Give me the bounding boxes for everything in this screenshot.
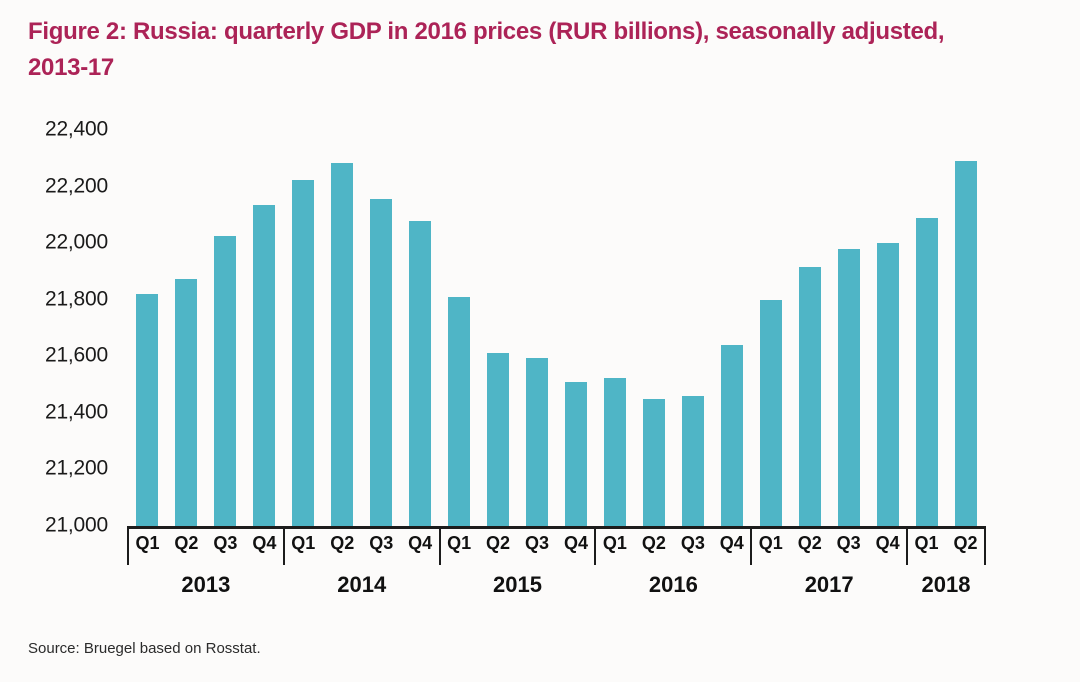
x-axis-quarter-label-2013-q2: Q2 [174, 533, 199, 553]
bar-2015-q4 [564, 381, 587, 526]
year-separator-4 [750, 526, 753, 565]
x-axis-quarter-label-2013-q3: Q3 [213, 533, 238, 553]
x-axis-quarter-label-2013-q4: Q4 [252, 533, 277, 553]
bar-2013-q4 [253, 204, 276, 526]
year-separator-right-edge [984, 526, 986, 565]
x-axis-quarter-label-2014-q1: Q1 [291, 533, 316, 553]
source-note: Source: Bruegel based on Rosstat. [28, 640, 261, 657]
x-axis-quarter-label-2016-q4: Q4 [719, 533, 744, 553]
x-axis-year-label-2017: 2017 [804, 572, 854, 597]
bar-2016-q3 [681, 395, 704, 526]
bar-2016-q2 [642, 398, 665, 526]
year-separator-5 [906, 526, 909, 565]
x-axis-quarter-label-2017-q4: Q4 [875, 533, 900, 553]
bar-2014-q1 [292, 179, 315, 526]
y-axis-label-21400: 21,400 [44, 400, 108, 424]
x-axis-year-label-2013: 2013 [181, 572, 231, 597]
x-axis-quarter-label-2014-q2: Q2 [330, 533, 355, 553]
bar-2017-q2 [798, 267, 821, 526]
x-axis-quarter-label-2015-q3: Q3 [525, 533, 550, 553]
x-axis-year-label-2014: 2014 [337, 572, 387, 597]
x-axis-quarter-label-2015-q2: Q2 [486, 533, 511, 553]
year-separator-0 [127, 526, 129, 565]
x-axis-quarter-label-2015-q4: Q4 [563, 533, 588, 553]
bar-2018-q2 [954, 161, 977, 526]
bar-2014-q4 [409, 220, 432, 526]
bar-2018-q1 [915, 217, 938, 526]
bar-2015-q2 [487, 353, 510, 526]
x-axis-line [127, 526, 986, 529]
x-axis-quarter-label-2015-q1: Q1 [447, 533, 472, 553]
x-axis-quarter-label-2017-q2: Q2 [797, 533, 822, 553]
x-axis-year-label-2015: 2015 [493, 572, 543, 597]
y-axis-label-21600: 21,600 [44, 343, 108, 367]
bar-2014-q3 [370, 199, 393, 526]
y-axis-label-22400: 22,400 [44, 117, 108, 141]
x-axis-quarter-label-2016-q2: Q2 [641, 533, 666, 553]
x-axis-quarter-label-2018-q1: Q1 [914, 533, 939, 553]
bar-2017-q4 [876, 243, 899, 526]
year-separator-3 [594, 526, 597, 565]
bar-2013-q1 [136, 294, 159, 526]
year-separator-2 [438, 526, 441, 565]
x-axis-quarter-label-2016-q1: Q1 [602, 533, 627, 553]
bar-2017-q3 [837, 248, 860, 526]
y-axis-label-21200: 21,200 [44, 456, 108, 480]
bar-2013-q3 [214, 236, 237, 526]
y-axis-label-21800: 21,800 [44, 287, 108, 311]
bar-2016-q4 [720, 344, 743, 526]
x-axis-quarter-label-2016-q3: Q3 [680, 533, 705, 553]
bar-2015-q1 [448, 296, 471, 526]
x-axis-quarter-label-2014-q3: Q3 [369, 533, 394, 553]
bar-2015-q3 [526, 357, 549, 526]
figure-title-line-2: 2013-17 [28, 54, 114, 81]
x-axis-quarter-label-2013-q1: Q1 [135, 533, 160, 553]
y-axis-label-22000: 22,000 [44, 230, 108, 254]
x-axis-year-label-2018: 2018 [921, 572, 971, 597]
year-separator-1 [282, 526, 285, 565]
figure-title-line-1: Figure 2: Russia: quarterly GDP in 2016 … [28, 18, 945, 45]
x-axis-quarter-label-2018-q2: Q2 [953, 533, 978, 553]
x-axis-quarter-label-2017-q1: Q1 [758, 533, 783, 553]
y-axis-label-22200: 22,200 [44, 174, 108, 198]
x-axis-year-label-2016: 2016 [648, 572, 698, 597]
bar-2016-q1 [603, 377, 626, 526]
bar-2017-q1 [759, 299, 782, 526]
y-axis-label-21000: 21,000 [44, 513, 108, 537]
x-axis-quarter-label-2014-q4: Q4 [408, 533, 433, 553]
bar-2014-q2 [331, 162, 354, 526]
figure-title: Figure 2: Russia: quarterly GDP in 2016 … [28, 14, 1076, 86]
bar-2013-q2 [175, 278, 198, 526]
x-axis-quarter-label-2017-q3: Q3 [836, 533, 861, 553]
